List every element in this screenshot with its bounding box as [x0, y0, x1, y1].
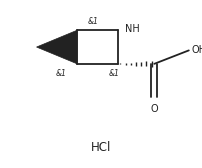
- Text: &1: &1: [87, 16, 98, 26]
- Text: NH: NH: [124, 24, 139, 34]
- Text: &1: &1: [55, 69, 66, 78]
- Polygon shape: [36, 30, 77, 64]
- Text: O: O: [150, 104, 157, 114]
- Text: OH: OH: [190, 45, 202, 55]
- Text: &1: &1: [108, 69, 119, 78]
- Text: HCl: HCl: [91, 141, 111, 154]
